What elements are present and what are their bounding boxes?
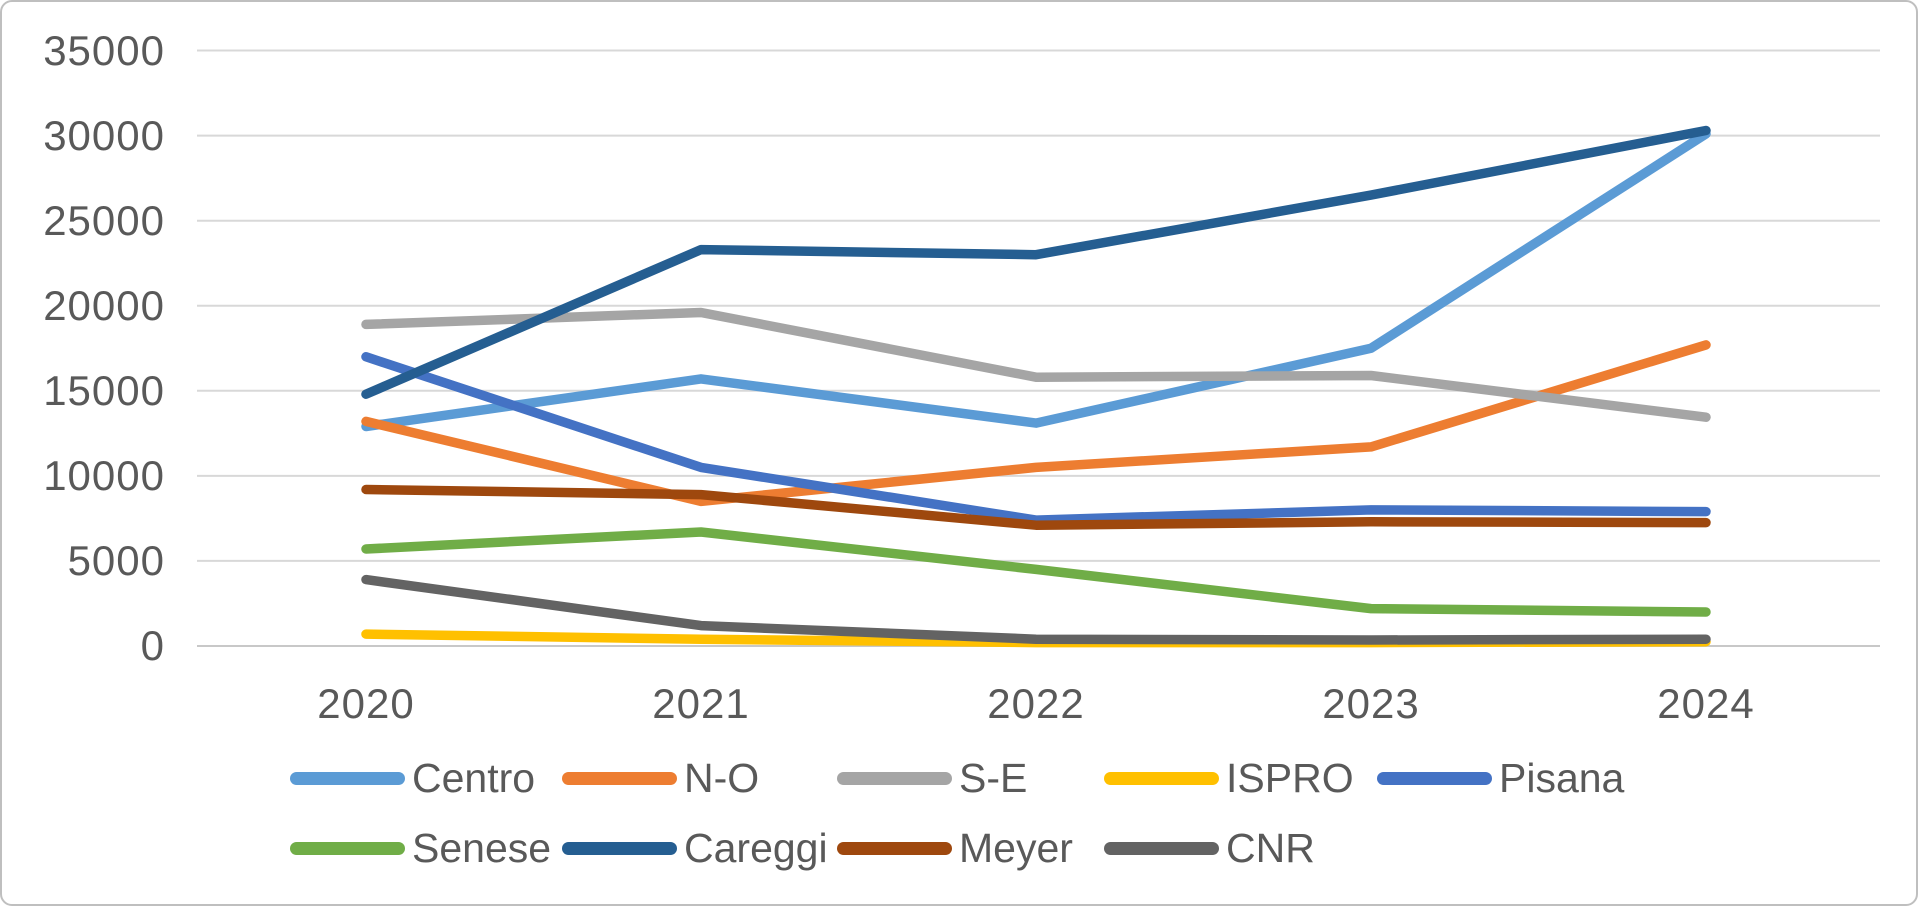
- series-line-meyer: [361, 484, 1711, 530]
- legend-label-n-o: N-O: [684, 755, 760, 801]
- series-line-s-e: [361, 307, 1711, 422]
- legend-marker-senese: [290, 841, 405, 855]
- series-line-pisana: [361, 352, 1711, 525]
- y-tick-label-0: 0: [140, 622, 165, 669]
- x-tick-label-2023: 2023: [1322, 680, 1420, 727]
- legend-label-s-e: S-E: [959, 755, 1028, 801]
- series-line-cnr: [361, 574, 1711, 645]
- x-tick-label-2021: 2021: [652, 680, 750, 727]
- series-line-careggi: [361, 125, 1711, 399]
- legend-item-pisana: Pisana: [1377, 754, 1624, 802]
- legend-marker-centro: [290, 771, 405, 785]
- legend-label-senese: Senese: [412, 825, 552, 871]
- y-tick-label-15000: 15000: [43, 366, 165, 414]
- legend-label-centro: Centro: [412, 755, 536, 801]
- legend-marker-cnr: [1104, 841, 1219, 855]
- legend-item-meyer: Meyer: [837, 824, 1073, 872]
- x-tick-label-2020: 2020: [317, 680, 415, 727]
- y-tick-label-20000: 20000: [43, 281, 165, 329]
- legend-label-meyer: Meyer: [959, 825, 1073, 871]
- y-tick-label-30000: 30000: [43, 111, 165, 159]
- y-tick-label-10000: 10000: [43, 451, 165, 499]
- x-tick-label-2024: 2024: [1657, 680, 1755, 727]
- legend-item-cnr: CNR: [1104, 824, 1315, 872]
- legend-item-s-e: S-E: [837, 754, 1027, 802]
- y-tick-label-35000: 35000: [43, 26, 165, 74]
- legend-marker-s-e: [837, 771, 952, 785]
- legend-marker-meyer: [837, 841, 952, 855]
- legend-item-senese: Senese: [290, 824, 551, 872]
- series-line-n-o: [361, 340, 1711, 507]
- legend-item-careggi: Careggi: [562, 824, 828, 872]
- legend-label-careggi: Careggi: [684, 825, 828, 871]
- legend-item-centro: Centro: [290, 754, 535, 802]
- legend-marker-n-o: [562, 771, 677, 785]
- y-tick-label-25000: 25000: [43, 196, 165, 244]
- x-tick-label-2022: 2022: [987, 680, 1085, 727]
- legend-label-ispro: ISPRO: [1226, 755, 1354, 801]
- legend-item-ispro: ISPRO: [1104, 754, 1354, 802]
- legend-item-n-o: N-O: [562, 754, 759, 802]
- series-line-senese: [361, 527, 1711, 617]
- legend-label-pisana: Pisana: [1499, 755, 1625, 801]
- legend-label-cnr: CNR: [1226, 825, 1315, 871]
- y-tick-label-5000: 5000: [67, 536, 165, 584]
- legend-marker-ispro: [1104, 771, 1219, 785]
- series-line-centro: [361, 129, 1711, 432]
- legend-marker-careggi: [562, 841, 677, 855]
- legend-marker-pisana: [1377, 771, 1492, 785]
